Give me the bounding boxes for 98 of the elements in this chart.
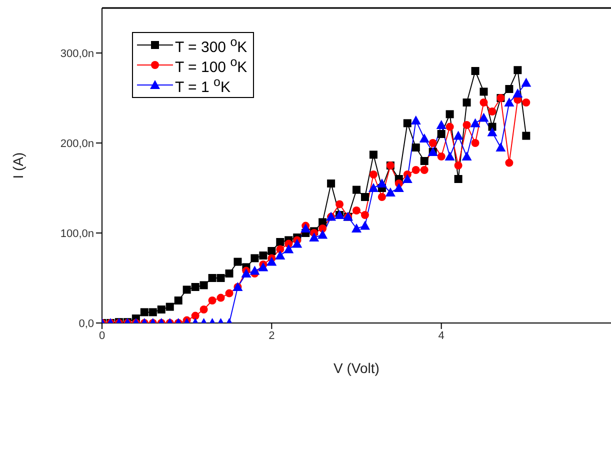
point <box>512 88 523 98</box>
point <box>200 281 208 290</box>
point <box>419 134 430 142</box>
point <box>488 108 496 116</box>
point <box>420 157 428 165</box>
point <box>385 188 396 196</box>
point <box>504 98 514 106</box>
point <box>394 183 404 192</box>
point <box>268 247 276 255</box>
point <box>462 121 471 129</box>
point <box>157 306 166 314</box>
point <box>327 180 336 188</box>
legend-label: T = 1 $^{o}$K <box>175 74 230 96</box>
point <box>487 127 498 136</box>
point <box>275 250 286 260</box>
x-tick-label: 4 <box>438 330 444 342</box>
point <box>522 98 530 106</box>
point <box>446 110 454 118</box>
point <box>318 230 328 239</box>
point <box>148 308 157 316</box>
point <box>521 78 532 87</box>
y-tick-label: 100,0n <box>60 228 94 240</box>
point <box>369 170 378 178</box>
point <box>471 67 480 75</box>
point <box>208 274 216 282</box>
point <box>216 274 225 282</box>
point <box>403 119 412 128</box>
point <box>336 200 344 208</box>
point <box>522 132 530 140</box>
point <box>505 85 514 93</box>
y-tick-label: 0,0 <box>78 318 94 330</box>
point <box>216 294 225 302</box>
point <box>412 144 420 152</box>
point <box>471 139 480 147</box>
point <box>369 150 378 159</box>
point <box>292 238 302 248</box>
point <box>225 289 234 298</box>
point <box>300 224 311 232</box>
x-tick-label: 0 <box>98 330 106 342</box>
point <box>241 268 252 278</box>
point <box>478 112 489 122</box>
point <box>378 193 386 201</box>
x-axis-title: V (Volt) <box>334 360 380 376</box>
point <box>191 283 200 291</box>
point <box>412 166 420 174</box>
point <box>446 122 454 131</box>
point <box>480 88 488 96</box>
point <box>259 252 268 260</box>
point <box>436 120 446 129</box>
point <box>437 152 446 160</box>
point <box>234 258 242 266</box>
y-axis-title: I (A) <box>10 152 26 179</box>
point <box>454 162 462 170</box>
legend-label: T = 300 $^{o}$K <box>175 34 248 56</box>
point <box>437 130 446 138</box>
point <box>480 98 488 106</box>
legend-label: T = 100 $^{o}$K <box>175 54 248 76</box>
point <box>174 296 182 304</box>
point <box>182 286 191 294</box>
point <box>284 244 294 254</box>
point <box>514 66 522 74</box>
point <box>352 224 362 232</box>
point <box>258 262 268 272</box>
point <box>444 152 455 160</box>
point <box>462 152 472 160</box>
point <box>309 232 320 242</box>
point <box>360 220 370 230</box>
point <box>200 306 208 314</box>
point <box>428 139 437 147</box>
point <box>505 158 514 167</box>
point <box>454 175 462 183</box>
x-tick-label: 2 <box>268 330 275 342</box>
point <box>402 174 412 183</box>
point <box>368 183 378 192</box>
point <box>352 186 360 194</box>
point <box>140 308 148 316</box>
point <box>496 142 506 152</box>
y-tick-label: 300,0n <box>60 48 94 60</box>
point <box>453 130 464 140</box>
point <box>225 270 234 278</box>
point <box>420 166 428 174</box>
point <box>208 296 216 304</box>
point <box>276 245 284 254</box>
y-tick-label: 200,0n <box>60 138 94 150</box>
point <box>410 116 421 124</box>
point <box>166 302 174 311</box>
point <box>266 256 277 266</box>
point <box>191 312 200 320</box>
point <box>360 211 369 219</box>
point <box>276 238 284 246</box>
point <box>360 193 369 201</box>
point <box>376 178 387 188</box>
point <box>318 224 327 232</box>
point <box>352 206 360 214</box>
point <box>250 266 260 275</box>
point <box>462 98 471 106</box>
point <box>250 254 259 262</box>
point <box>470 118 480 128</box>
